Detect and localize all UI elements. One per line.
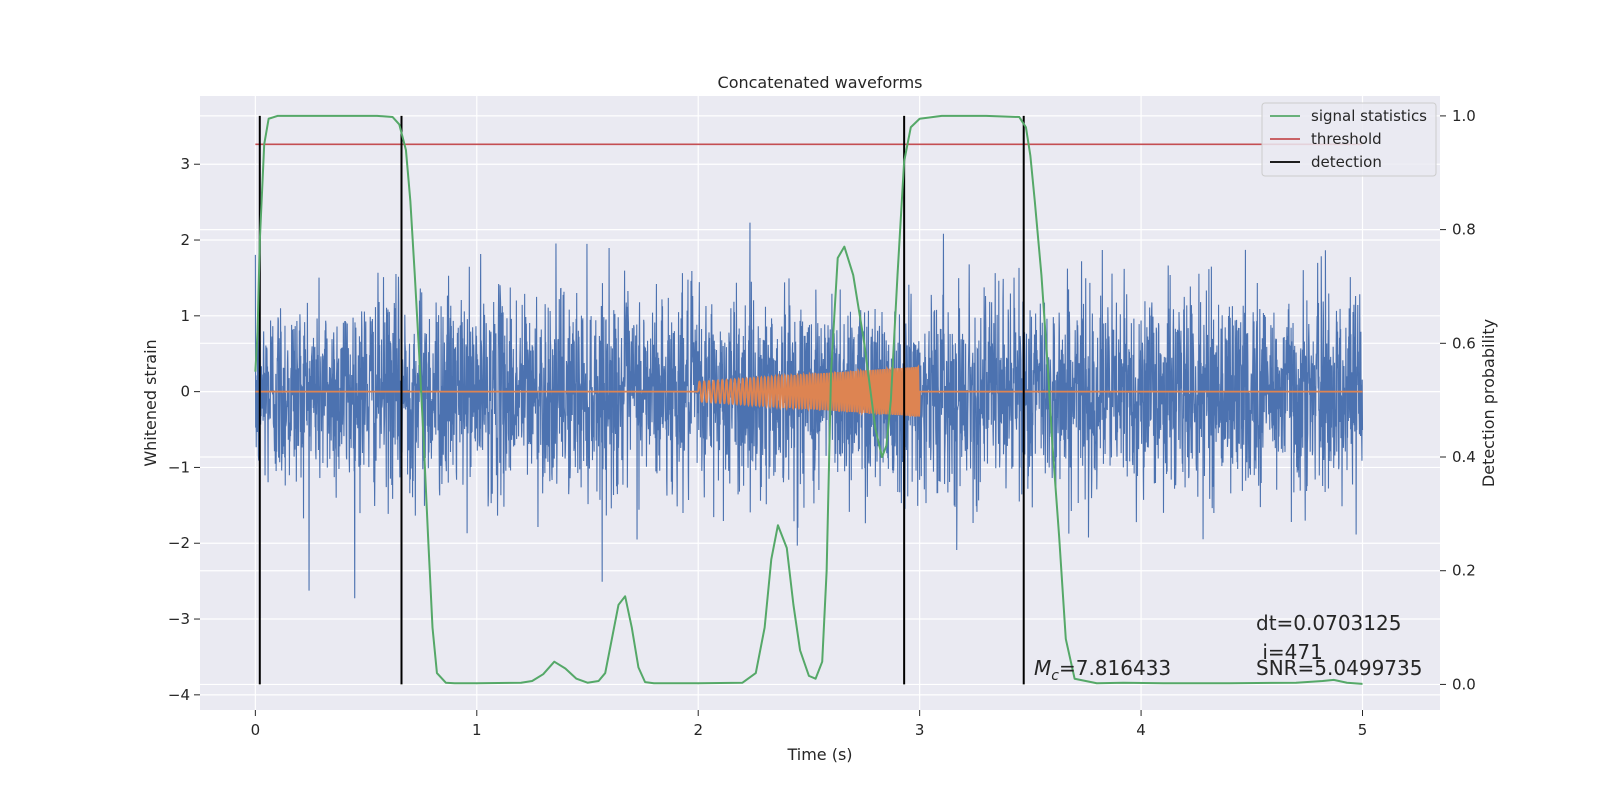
- chirp-mass-annotation: Mc=7.816433: [1034, 656, 1171, 684]
- index-annotation: i=471: [1256, 640, 1323, 664]
- chart-title: Concatenated waveforms: [718, 73, 923, 92]
- y-tick-label: −4: [168, 686, 190, 704]
- y2-tick-label: 0.4: [1452, 448, 1476, 466]
- y-tick-label: 0: [180, 383, 190, 401]
- injection-series: [255, 364, 1363, 418]
- injection-line: [255, 364, 1363, 418]
- legend-label-statistics: signal statistics: [1311, 107, 1427, 125]
- y-axis-label: Whitened strain: [141, 339, 160, 466]
- x-tick-label: 5: [1358, 721, 1368, 739]
- y-tick-label: −3: [168, 610, 190, 628]
- y2-tick-label: 0.6: [1452, 334, 1476, 352]
- y-tick-label: 1: [180, 307, 190, 325]
- x-tick-label: 2: [693, 721, 703, 739]
- y-tick-label: 2: [180, 231, 190, 249]
- annotations: Mc=7.816433 dt=0.0703125 i=471 SNR=5.049…: [1034, 611, 1422, 684]
- statistics-series: [254, 114, 1363, 685]
- dt-annotation: dt=0.0703125: [1256, 611, 1401, 635]
- legend-label-threshold: threshold: [1311, 130, 1382, 148]
- x-axis-label: Time (s): [786, 745, 852, 764]
- x-tick-label: 0: [251, 721, 261, 739]
- strain-line: [254, 222, 1364, 599]
- legend-label-detection: detection: [1311, 153, 1382, 171]
- strain-series: [254, 222, 1364, 599]
- chirp-mass-subscript: c: [1051, 668, 1059, 684]
- chirp-mass-value: =7.816433: [1059, 656, 1171, 680]
- x-tick-label: 3: [915, 721, 925, 739]
- detection-series: [258, 115, 1025, 685]
- legend-frame: [1261, 102, 1437, 177]
- y2-axis-label: Detection probability: [1479, 319, 1498, 487]
- legend: signal statistics threshold detection: [1261, 102, 1437, 177]
- chirp-mass-symbol: M: [1034, 656, 1051, 680]
- statistics-line: [254, 114, 1363, 685]
- snr-annotation: SNR=5.0499735: [1256, 656, 1422, 680]
- y2-tick-label: 0.2: [1452, 562, 1476, 580]
- grid-lines: [200, 96, 1440, 710]
- y-tick-label: 3: [180, 155, 190, 173]
- y-tick-label: −1: [168, 458, 190, 476]
- x-tick-label: 4: [1136, 721, 1146, 739]
- axis-ticks: 0 1 2 3 4 5 −4 −3 −2 −1 0 1 2 3 0.0 0.2 0.4 0.6 0.8 1.0: [168, 107, 1476, 739]
- y2-tick-label: 1.0: [1452, 107, 1476, 125]
- x-tick-label: 1: [472, 721, 482, 739]
- y2-tick-label: 0.0: [1452, 675, 1476, 693]
- y-tick-label: −2: [168, 534, 190, 552]
- y2-tick-label: 0.8: [1452, 221, 1476, 239]
